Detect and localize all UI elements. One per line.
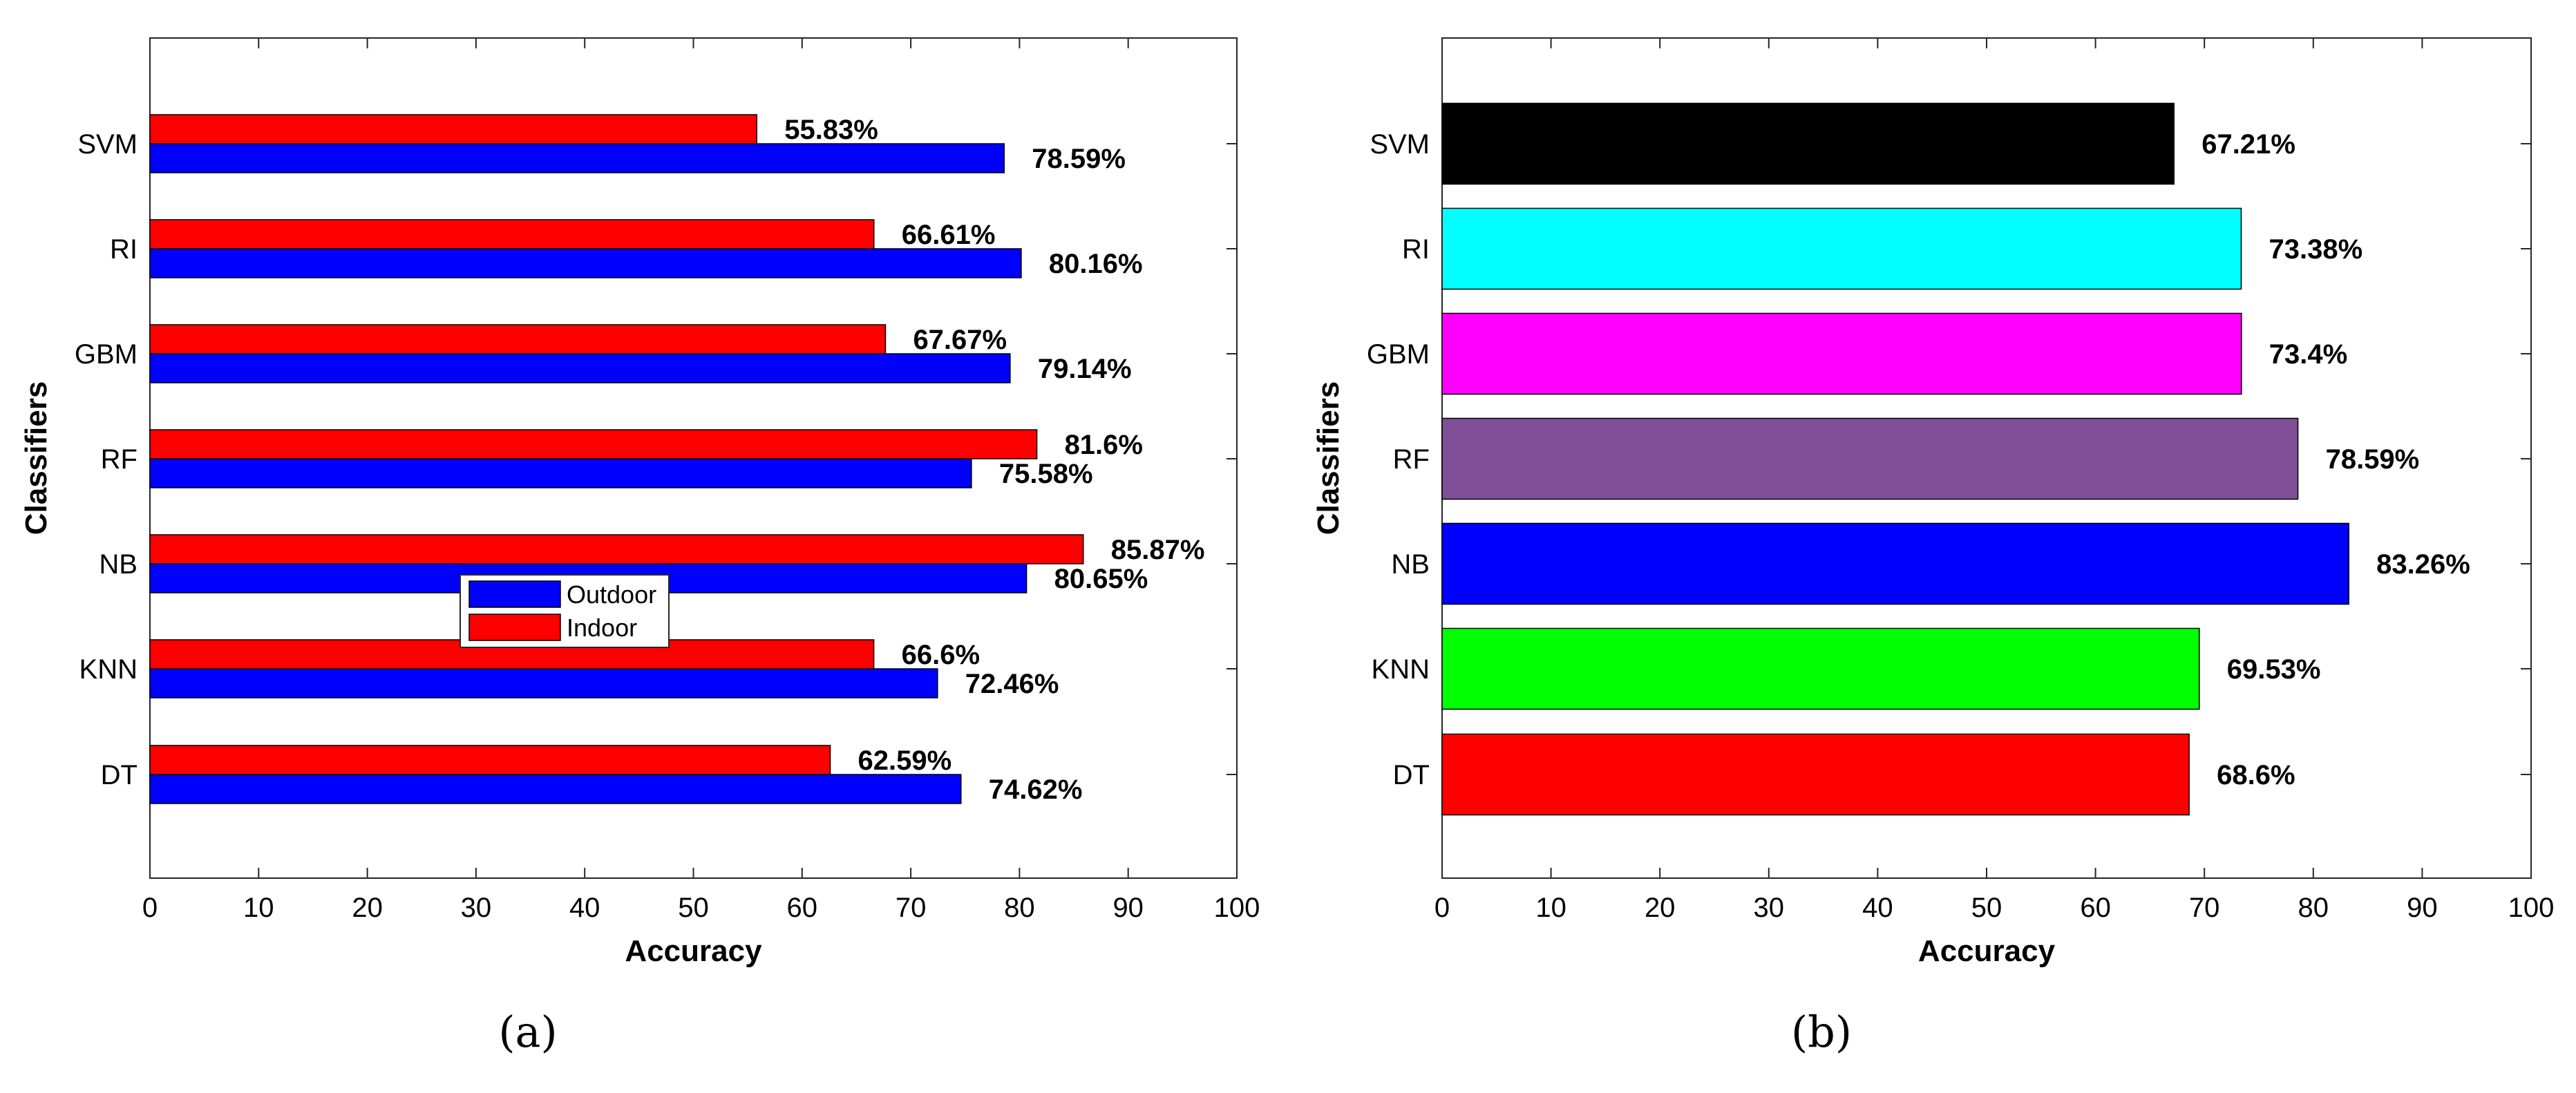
a-x-tick-label: 80 [1004,893,1035,923]
a-bar-outdoor [149,458,972,488]
a-value-label-indoor: 85.87% [1111,535,1205,565]
a-bar-outdoor [149,353,1011,383]
a-x-tick-label: 10 [243,893,274,923]
a-bar-indoor [149,324,887,354]
b-x-tick-label: 10 [1535,893,1566,923]
a-value-label-indoor: 62.59% [858,745,952,776]
a-y-axis-title: Classifiers [19,381,53,535]
b-value-label-gbm: 73.4% [2269,339,2347,370]
a-legend-label-outdoor: Outdoor [567,580,656,609]
a-value-label-indoor: 67.67% [913,325,1007,355]
b-value-label-knn: 69.53% [2227,654,2321,685]
b-value-label-rf: 78.59% [2326,444,2420,475]
a-x-tick-label: 60 [787,893,818,923]
b-bar-nb [1441,522,2349,605]
chart-b: 0 10 20 30 40 50 60 70 80 90 100 DT KNN NB RF GBM RI SVM A… [1311,37,2555,1057]
a-y-tick-label: KNN [79,654,138,685]
b-x-tick-label: 20 [1645,893,1676,923]
a-value-label-outdoor: 80.16% [1049,249,1143,279]
a-x-tick-label: 90 [1112,893,1144,923]
a-y-tick-label: GBM [75,339,138,370]
b-value-label-svm: 67.21% [2201,129,2295,160]
b-value-label-dt: 68.6% [2217,760,2295,790]
a-legend-label-indoor: Indoor [567,614,637,642]
a-value-label-outdoor: 72.46% [965,669,1059,699]
a-x-tick-label: 50 [678,893,709,923]
a-legend: Outdoor Indoor [460,574,670,648]
b-y-tick-label: NB [1391,549,1430,580]
a-legend-swatch-indoor [468,614,561,641]
a-value-label-indoor: 81.6% [1065,430,1143,460]
a-legend-swatch-outdoor [468,580,561,608]
a-bar-indoor [149,114,757,144]
a-value-label-outdoor: 78.59% [1032,144,1126,174]
b-caption: (b) [1791,1007,1852,1057]
b-x-tick-label: 70 [2189,893,2220,923]
b-bar-gbm [1441,312,2242,395]
a-x-tick-label: 100 [1214,893,1260,923]
a-y-tick-label: RI [110,234,138,265]
a-bar-outdoor [149,774,962,804]
b-y-tick-label: SVM [1370,129,1430,160]
b-x-tick-label: 60 [2080,893,2111,923]
a-bar-outdoor [149,248,1022,278]
a-bar-indoor [149,219,875,249]
a-value-label-indoor: 66.61% [902,220,996,250]
b-bar-svm [1441,102,2175,185]
a-x-tick-label: 20 [352,893,383,923]
b-x-tick-label: 80 [2298,893,2329,923]
a-value-label-indoor: 55.83% [784,115,878,145]
b-x-axis-title: Accuracy [1918,934,2056,968]
chart-a: 0 10 20 30 40 50 60 70 80 90 100 DT KNN NB RF GBM RI SVM A… [19,37,1260,1057]
b-y-tick-label: DT [1393,760,1430,790]
a-bar-indoor [149,745,831,775]
a-y-tick-label: RF [101,444,138,475]
a-value-label-outdoor: 80.65% [1054,564,1148,594]
a-y-tick-label: DT [101,760,138,790]
b-x-tick-label: 30 [1754,893,1785,923]
b-x-tick-label: 40 [1862,893,1893,923]
a-value-label-outdoor: 74.62% [989,774,1083,805]
b-x-tick-label: 0 [1434,893,1450,923]
b-x-tick-label: 50 [1971,893,2002,923]
a-bar-indoor [149,429,1038,459]
a-caption: (a) [498,1007,557,1057]
b-value-label-ri: 73.38% [2269,234,2362,265]
b-x-tick-label: 100 [2508,893,2555,923]
b-y-tick-label: RF [1393,444,1430,475]
b-y-axis-title: Classifiers [1311,381,1345,535]
a-value-label-outdoor: 79.14% [1038,354,1132,384]
b-value-label-nb: 83.26% [2376,549,2470,580]
a-x-tick-label: 0 [142,893,158,923]
b-x-tick-label: 90 [2407,893,2438,923]
a-bar-outdoor [149,143,1005,173]
b-bar-dt [1441,733,2190,816]
a-y-tick-label: NB [99,549,138,580]
a-value-label-indoor: 66.6% [902,640,980,670]
a-value-label-outdoor: 75.58% [999,459,1093,489]
a-x-tick-label: 40 [569,893,600,923]
a-bar-outdoor [149,668,938,698]
b-bar-knn [1441,627,2200,710]
a-x-tick-label: 70 [896,893,927,923]
b-bar-ri [1441,207,2242,290]
b-y-tick-label: KNN [1372,654,1430,685]
a-y-tick-label: SVM [77,129,138,160]
a-bar-indoor [149,534,1084,564]
b-y-tick-label: GBM [1367,339,1430,370]
a-x-axis-title: Accuracy [625,934,762,968]
a-x-tick-label: 30 [461,893,492,923]
b-y-tick-label: RI [1402,234,1430,265]
b-bar-rf [1441,417,2299,500]
